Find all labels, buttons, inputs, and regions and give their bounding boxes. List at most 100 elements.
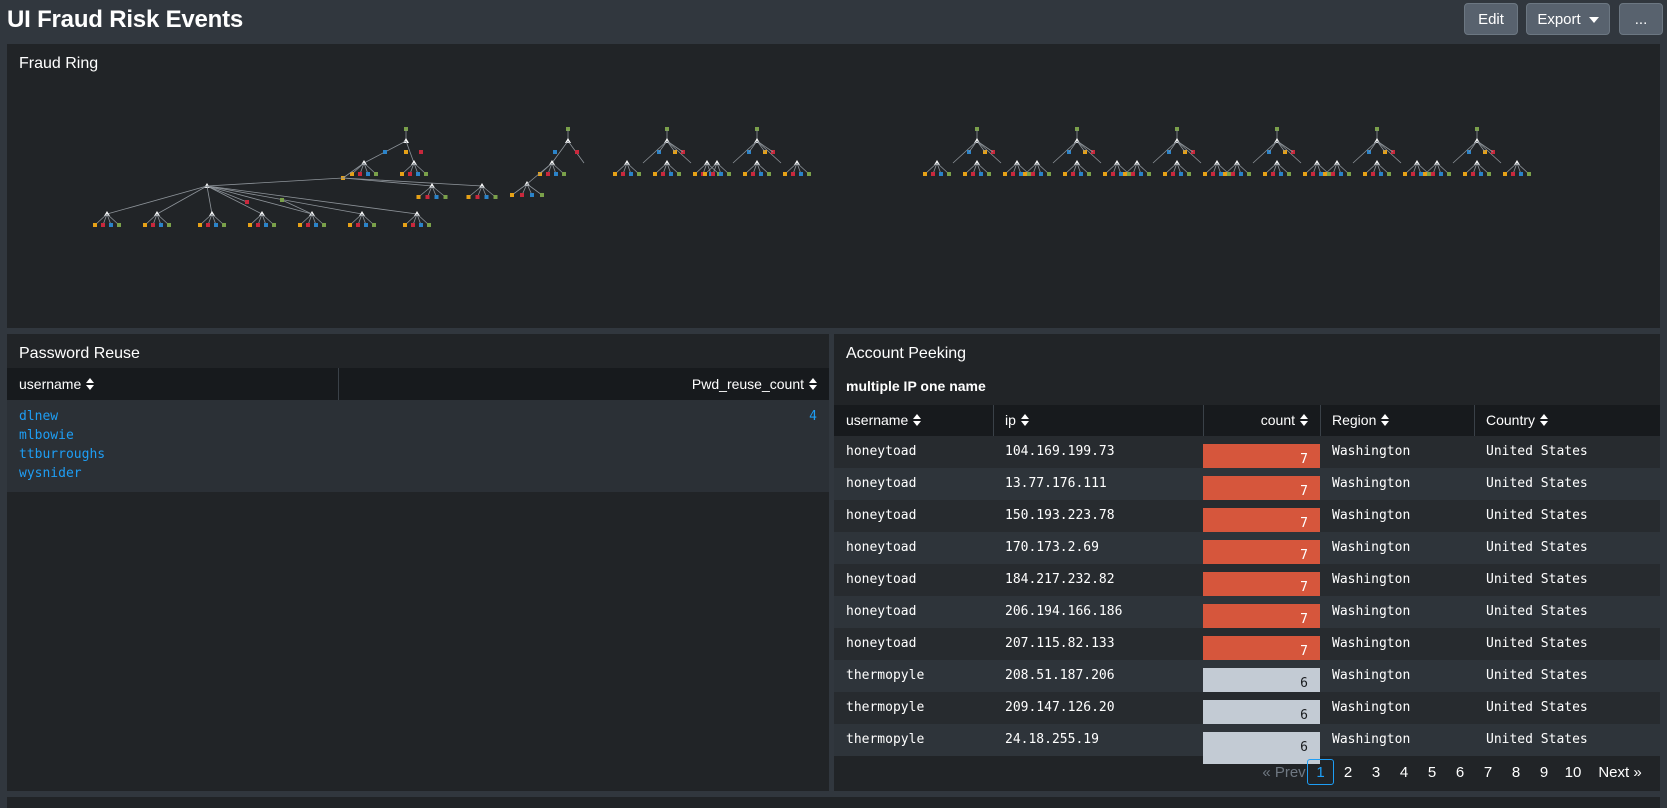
graph-leaf-node[interactable]: [1075, 127, 1079, 131]
graph-leaf-node[interactable]: [1423, 172, 1427, 176]
country-cell[interactable]: United States: [1486, 540, 1588, 555]
graph-node[interactable]: [1434, 160, 1440, 165]
graph-leaf-node[interactable]: [1127, 172, 1131, 176]
graph-leaf-node[interactable]: [759, 172, 763, 176]
graph-leaf-node[interactable]: [553, 150, 557, 154]
graph-node[interactable]: [309, 211, 315, 216]
graph-node[interactable]: [1114, 160, 1120, 165]
graph-leaf-node[interactable]: [400, 172, 404, 176]
graph-leaf-node[interactable]: [1511, 172, 1515, 176]
ip-cell[interactable]: 150.193.223.78: [1005, 508, 1115, 523]
ip-cell[interactable]: 184.217.232.82: [1005, 572, 1115, 587]
graph-leaf-node[interactable]: [1347, 172, 1351, 176]
graph-leaf-node[interactable]: [1071, 172, 1075, 176]
country-cell[interactable]: United States: [1486, 508, 1588, 523]
country-cell[interactable]: United States: [1486, 636, 1588, 651]
graph-leaf-node[interactable]: [1279, 172, 1283, 176]
graph-leaf-node[interactable]: [264, 223, 268, 227]
graph-leaf-node[interactable]: [484, 195, 489, 199]
graph-leaf-node[interactable]: [117, 223, 121, 227]
graph-node[interactable]: [414, 211, 420, 216]
graph-leaf-node[interactable]: [475, 195, 480, 199]
country-cell[interactable]: United States: [1486, 668, 1588, 683]
graph-leaf-node[interactable]: [693, 172, 697, 176]
country-cell[interactable]: United States: [1486, 444, 1588, 459]
graph-leaf-node[interactable]: [151, 223, 155, 227]
username-link[interactable]: ttburroughs: [19, 447, 106, 462]
graph-leaf-node[interactable]: [546, 172, 550, 176]
page-2-link[interactable]: 2: [1343, 763, 1353, 781]
graph-leaf-node[interactable]: [971, 172, 975, 176]
graph-leaf-node[interactable]: [703, 172, 707, 176]
graph-leaf-node[interactable]: [408, 172, 412, 176]
graph-leaf-node[interactable]: [711, 172, 715, 176]
graph-leaf-node[interactable]: [1375, 127, 1379, 131]
graph-leaf-node[interactable]: [767, 172, 771, 176]
country-cell[interactable]: United States: [1486, 572, 1588, 587]
region-cell[interactable]: Washington: [1332, 540, 1411, 555]
graph-leaf-node[interactable]: [1263, 172, 1267, 176]
graph-leaf-node[interactable]: [1031, 172, 1035, 176]
country-cell[interactable]: United States: [1486, 604, 1588, 619]
table-row[interactable]: honeytoad 170.173.2.69 7 Washington United S…: [834, 532, 1660, 572]
password-reuse-row[interactable]: dlnew mlbowie ttburroughs wysnider 4: [7, 400, 829, 492]
table-row[interactable]: honeytoad 207.115.82.133 7 Washington United…: [834, 628, 1660, 668]
graph-leaf-node[interactable]: [621, 172, 625, 176]
graph-leaf-node[interactable]: [298, 223, 302, 227]
export-button[interactable]: Export: [1526, 3, 1610, 35]
graph-leaf-node[interactable]: [1327, 172, 1331, 176]
graph-leaf-node[interactable]: [669, 172, 673, 176]
graph-leaf-node[interactable]: [1403, 172, 1407, 176]
graph-leaf-node[interactable]: [214, 223, 218, 227]
graph-leaf-node[interactable]: [1471, 172, 1475, 176]
graph-leaf-node[interactable]: [540, 193, 544, 197]
graph-node[interactable]: [411, 160, 417, 165]
graph-leaf-node[interactable]: [374, 172, 378, 176]
page-9-link[interactable]: 9: [1539, 763, 1549, 781]
graph-leaf-node[interactable]: [538, 172, 542, 176]
graph-leaf-node[interactable]: [434, 195, 439, 199]
graph-leaf-node[interactable]: [350, 172, 354, 176]
graph-leaf-node[interactable]: [1179, 172, 1183, 176]
graph-leaf-node[interactable]: [306, 223, 310, 227]
username-cell[interactable]: honeytoad: [846, 444, 917, 459]
graph-leaf-node[interactable]: [411, 223, 415, 227]
graph-leaf-node[interactable]: [755, 127, 759, 131]
col-region-header[interactable]: Region: [1332, 412, 1390, 428]
table-row[interactable]: honeytoad 206.194.166.186 7 Washington Unite…: [834, 596, 1660, 636]
country-cell[interactable]: United States: [1486, 732, 1588, 747]
graph-node[interactable]: [714, 160, 720, 165]
graph-leaf-node[interactable]: [783, 172, 787, 176]
region-cell[interactable]: Washington: [1332, 700, 1411, 715]
graph-leaf-node[interactable]: [416, 172, 420, 176]
username-cell[interactable]: honeytoad: [846, 572, 917, 587]
graph-node[interactable]: [1074, 160, 1080, 165]
region-cell[interactable]: Washington: [1332, 572, 1411, 587]
region-cell[interactable]: Washington: [1332, 444, 1411, 459]
graph-leaf-node[interactable]: [1187, 172, 1191, 176]
col-username-header[interactable]: username: [846, 412, 922, 428]
graph-node[interactable]: [565, 138, 571, 143]
graph-leaf-node[interactable]: [314, 223, 318, 227]
region-cell[interactable]: Washington: [1332, 668, 1411, 683]
graph-leaf-node[interactable]: [1231, 172, 1235, 176]
col-pwd-reuse-count-header[interactable]: Pwd_reuse_count: [692, 376, 817, 392]
username-cell[interactable]: thermopyle: [846, 668, 925, 683]
graph-leaf-node[interactable]: [198, 223, 202, 227]
graph-leaf-node[interactable]: [799, 172, 803, 176]
table-row[interactable]: honeytoad 184.217.232.82 7 Washington United…: [834, 564, 1660, 604]
graph-leaf-node[interactable]: [1427, 172, 1431, 176]
graph-leaf-node[interactable]: [493, 195, 498, 199]
page-3-link[interactable]: 3: [1371, 763, 1381, 781]
graph-leaf-node[interactable]: [1087, 172, 1091, 176]
page-1-link[interactable]: 1: [1307, 759, 1334, 785]
graph-node[interactable]: [1314, 160, 1320, 165]
graph-node[interactable]: [259, 211, 265, 216]
table-row[interactable]: honeytoad 150.193.223.78 7 Washington United…: [834, 500, 1660, 540]
graph-leaf-node[interactable]: [1103, 172, 1107, 176]
graph-leaf-node[interactable]: [1411, 172, 1415, 176]
col-count-header[interactable]: count: [1261, 412, 1308, 428]
graph-leaf-node[interactable]: [1203, 172, 1207, 176]
graph-leaf-node[interactable]: [1063, 172, 1067, 176]
page-10-link[interactable]: 10: [1564, 763, 1582, 781]
